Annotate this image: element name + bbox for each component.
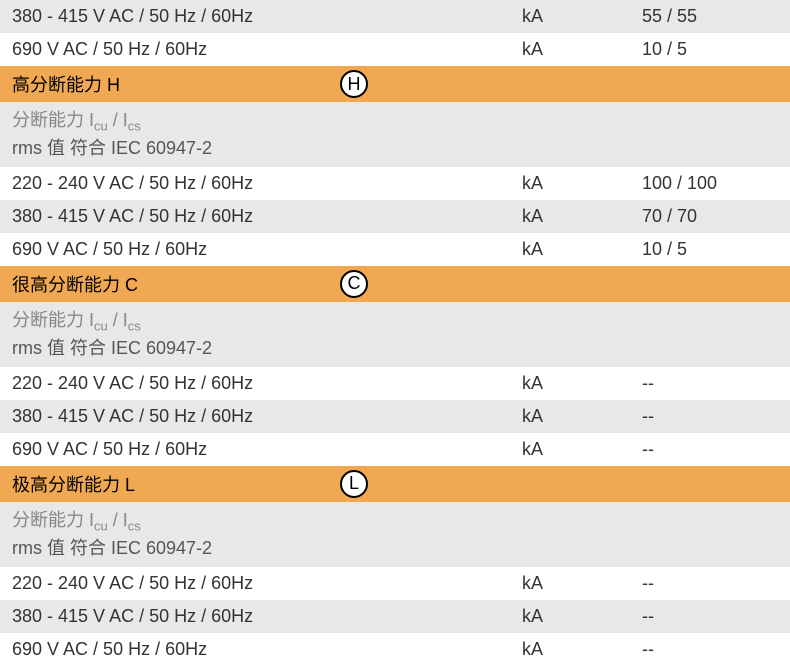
value-label: -- bbox=[642, 439, 780, 460]
voltage-label: 690 V AC / 50 Hz / 60Hz bbox=[12, 39, 522, 60]
value-label: 55 / 55 bbox=[642, 6, 780, 27]
value-label: -- bbox=[642, 373, 780, 394]
section-title: 高分断能力 H bbox=[12, 71, 120, 97]
voltage-label: 690 V AC / 50 Hz / 60Hz bbox=[12, 239, 522, 260]
table-row: 690 V AC / 50 Hz / 60Hz kA 10 / 5 bbox=[0, 233, 790, 266]
value-label: 100 / 100 bbox=[642, 173, 780, 194]
value-label: 10 / 5 bbox=[642, 239, 780, 260]
voltage-label: 380 - 415 V AC / 50 Hz / 60Hz bbox=[12, 6, 522, 27]
section-title: 极高分断能力 L bbox=[12, 471, 135, 497]
subheader-line2: rms 值 符合 IEC 60947-2 bbox=[12, 336, 780, 361]
unit-label: kA bbox=[522, 639, 642, 660]
subheader-line2: rms 值 符合 IEC 60947-2 bbox=[12, 536, 780, 561]
table-row: 220 - 240 V AC / 50 Hz / 60Hz kA -- bbox=[0, 367, 790, 400]
subheader-line2: rms 值 符合 IEC 60947-2 bbox=[12, 136, 780, 161]
section-subheader: 分断能力 Icu / Ics rms 值 符合 IEC 60947-2 bbox=[0, 502, 790, 567]
unit-label: kA bbox=[522, 39, 642, 60]
voltage-label: 380 - 415 V AC / 50 Hz / 60Hz bbox=[12, 606, 522, 627]
voltage-label: 690 V AC / 50 Hz / 60Hz bbox=[12, 439, 522, 460]
badge-icon: L bbox=[340, 470, 368, 498]
value-label: 70 / 70 bbox=[642, 206, 780, 227]
table-row: 220 - 240 V AC / 50 Hz / 60Hz kA 100 / 1… bbox=[0, 167, 790, 200]
section-title: 很高分断能力 C bbox=[12, 271, 138, 297]
value-label: -- bbox=[642, 406, 780, 427]
section-header-l: 极高分断能力 L L bbox=[0, 466, 790, 502]
spec-table: 380 - 415 V AC / 50 Hz / 60Hz kA 55 / 55… bbox=[0, 0, 790, 666]
section-subheader: 分断能力 Icu / Ics rms 值 符合 IEC 60947-2 bbox=[0, 302, 790, 367]
section-subheader: 分断能力 Icu / Ics rms 值 符合 IEC 60947-2 bbox=[0, 102, 790, 167]
table-row: 380 - 415 V AC / 50 Hz / 60Hz kA -- bbox=[0, 600, 790, 633]
value-label: -- bbox=[642, 573, 780, 594]
badge-icon: C bbox=[340, 270, 368, 298]
table-row: 380 - 415 V AC / 50 Hz / 60Hz kA 70 / 70 bbox=[0, 200, 790, 233]
voltage-label: 690 V AC / 50 Hz / 60Hz bbox=[12, 639, 522, 660]
table-row: 380 - 415 V AC / 50 Hz / 60Hz kA 55 / 55 bbox=[0, 0, 790, 33]
subheader-line1: 分断能力 Icu / Ics bbox=[12, 508, 780, 536]
value-label: -- bbox=[642, 639, 780, 660]
unit-label: kA bbox=[522, 439, 642, 460]
subheader-line1: 分断能力 Icu / Ics bbox=[12, 308, 780, 336]
unit-label: kA bbox=[522, 406, 642, 427]
table-row: 690 V AC / 50 Hz / 60Hz kA -- bbox=[0, 633, 790, 666]
unit-label: kA bbox=[522, 6, 642, 27]
table-row: 690 V AC / 50 Hz / 60Hz kA -- bbox=[0, 433, 790, 466]
unit-label: kA bbox=[522, 606, 642, 627]
voltage-label: 220 - 240 V AC / 50 Hz / 60Hz bbox=[12, 573, 522, 594]
voltage-label: 220 - 240 V AC / 50 Hz / 60Hz bbox=[12, 173, 522, 194]
table-row: 380 - 415 V AC / 50 Hz / 60Hz kA -- bbox=[0, 400, 790, 433]
table-row: 690 V AC / 50 Hz / 60Hz kA 10 / 5 bbox=[0, 33, 790, 66]
table-row: 220 - 240 V AC / 50 Hz / 60Hz kA -- bbox=[0, 567, 790, 600]
unit-label: kA bbox=[522, 239, 642, 260]
voltage-label: 380 - 415 V AC / 50 Hz / 60Hz bbox=[12, 406, 522, 427]
section-header-h: 高分断能力 H H bbox=[0, 66, 790, 102]
value-label: -- bbox=[642, 606, 780, 627]
unit-label: kA bbox=[522, 206, 642, 227]
section-header-c: 很高分断能力 C C bbox=[0, 266, 790, 302]
voltage-label: 380 - 415 V AC / 50 Hz / 60Hz bbox=[12, 206, 522, 227]
unit-label: kA bbox=[522, 173, 642, 194]
subheader-line1: 分断能力 Icu / Ics bbox=[12, 108, 780, 136]
voltage-label: 220 - 240 V AC / 50 Hz / 60Hz bbox=[12, 373, 522, 394]
unit-label: kA bbox=[522, 373, 642, 394]
value-label: 10 / 5 bbox=[642, 39, 780, 60]
unit-label: kA bbox=[522, 573, 642, 594]
badge-icon: H bbox=[340, 70, 368, 98]
